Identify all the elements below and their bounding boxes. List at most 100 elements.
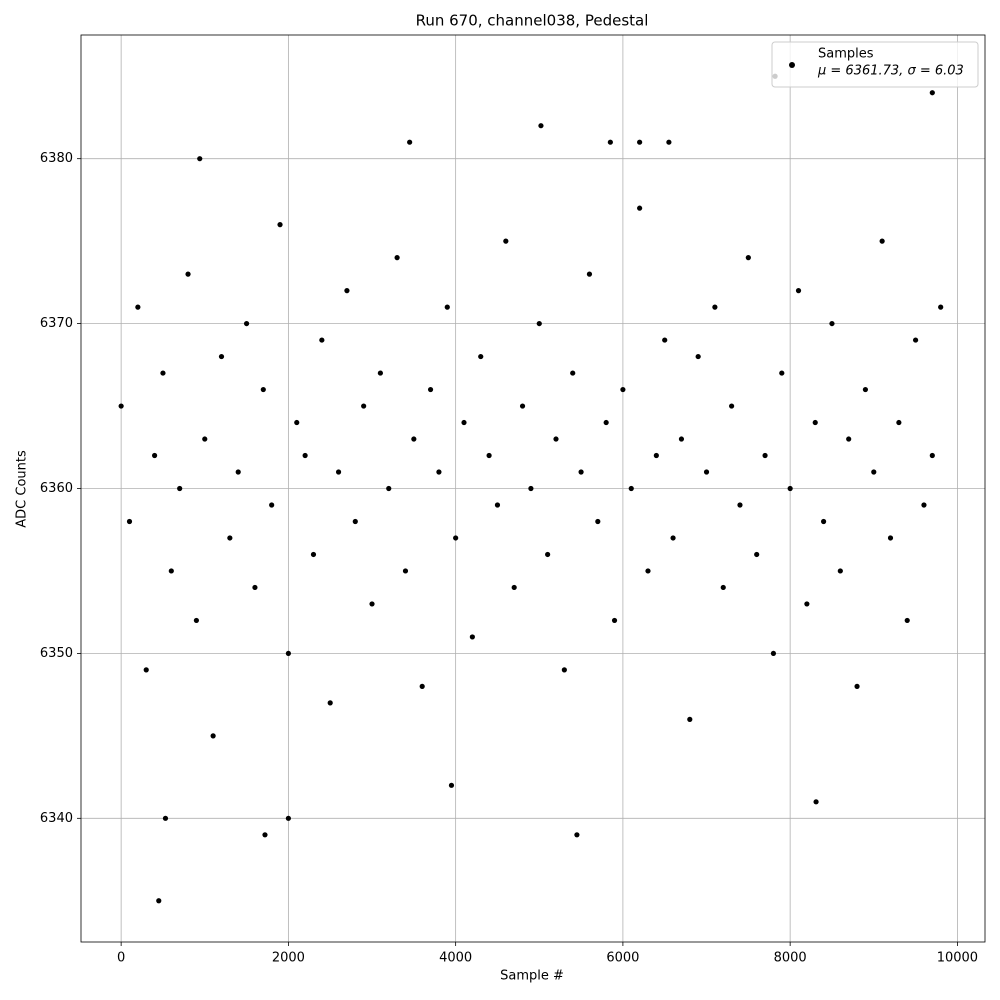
data-point <box>227 535 233 541</box>
data-point <box>687 716 693 722</box>
data-point <box>185 271 191 277</box>
data-point <box>386 485 392 492</box>
data-point <box>754 551 760 558</box>
data-point <box>202 436 208 442</box>
data-point <box>770 650 777 657</box>
data-point <box>821 518 827 525</box>
data-point <box>921 502 927 508</box>
data-point <box>436 469 442 475</box>
x-tick-label: 10000 <box>937 951 978 966</box>
data-point <box>620 386 626 393</box>
data-point <box>469 634 475 640</box>
data-point <box>160 370 166 376</box>
data-point <box>335 469 342 475</box>
y-tick-label: 6370 <box>40 316 73 331</box>
chart-title: Run 670, channel038, Pedestal <box>416 12 649 30</box>
data-point <box>285 815 291 821</box>
legend-label: Samples <box>818 47 874 62</box>
data-point <box>260 386 266 393</box>
legend <box>771 41 979 88</box>
y-tick-label: 6340 <box>40 811 73 826</box>
data-point <box>252 584 258 591</box>
data-point <box>678 436 685 442</box>
data-point <box>574 832 580 838</box>
data-point <box>277 222 283 228</box>
data-point <box>528 485 534 492</box>
data-point <box>912 337 919 343</box>
x-tick-label: 8000 <box>774 951 807 966</box>
data-point <box>553 436 559 442</box>
data-point <box>162 815 169 821</box>
data-point <box>854 683 860 689</box>
data-point <box>666 139 672 145</box>
data-point <box>143 667 149 673</box>
data-point <box>670 535 676 541</box>
data-point <box>361 403 367 409</box>
data-point <box>126 518 133 525</box>
data-point <box>703 469 710 475</box>
y-tick-label: 6360 <box>40 481 73 496</box>
data-point <box>570 370 576 376</box>
data-point <box>511 584 517 591</box>
data-point <box>904 617 910 624</box>
data-point <box>813 799 819 805</box>
data-point <box>938 304 944 310</box>
plot-area <box>81 35 985 942</box>
data-point <box>444 304 450 310</box>
data-point <box>478 353 484 360</box>
data-point <box>887 535 894 541</box>
data-point <box>603 419 609 426</box>
data-point <box>720 584 726 591</box>
x-tick-label: 6000 <box>606 951 639 966</box>
data-point <box>302 452 308 459</box>
y-tick-label: 6380 <box>40 151 73 166</box>
data-point <box>712 304 718 310</box>
data-point <box>628 485 634 492</box>
data-point <box>545 551 551 558</box>
data-point <box>352 518 358 525</box>
data-point <box>795 288 802 294</box>
data-point <box>486 452 492 459</box>
data-point <box>177 485 183 492</box>
data-point <box>871 469 877 475</box>
x-tick-label: 0 <box>117 951 125 966</box>
data-point <box>218 353 225 360</box>
data-point <box>538 123 544 129</box>
data-point <box>461 419 467 426</box>
data-point <box>262 832 268 838</box>
data-point <box>197 156 203 162</box>
data-point <box>729 403 735 409</box>
data-point <box>787 485 793 492</box>
data-point <box>586 271 593 277</box>
data-point <box>210 733 216 739</box>
data-point <box>294 419 300 426</box>
data-point <box>578 469 584 475</box>
data-point <box>762 452 768 459</box>
data-point <box>427 386 434 393</box>
data-point <box>310 551 317 558</box>
data-point <box>394 255 400 261</box>
data-point <box>653 452 659 459</box>
data-point <box>879 238 885 244</box>
data-point <box>611 617 618 624</box>
data-point <box>837 568 843 574</box>
data-point <box>453 535 459 541</box>
data-point <box>448 782 455 788</box>
data-point <box>118 403 124 409</box>
data-point <box>561 667 567 673</box>
data-point <box>327 700 333 706</box>
legend-note: μ = 6361.73, σ = 6.03 <box>817 64 964 79</box>
y-tick-label: 6350 <box>40 646 73 661</box>
data-point <box>193 617 200 624</box>
data-point <box>243 320 250 327</box>
y-axis-label: ADC Counts <box>15 450 30 528</box>
data-point <box>519 403 526 409</box>
data-point <box>269 502 275 508</box>
legend-marker <box>789 62 795 68</box>
data-point <box>369 601 375 607</box>
x-tick-label: 4000 <box>439 951 472 966</box>
x-axis-label: Sample # <box>500 969 564 984</box>
data-point <box>737 502 743 508</box>
data-point <box>503 238 509 244</box>
